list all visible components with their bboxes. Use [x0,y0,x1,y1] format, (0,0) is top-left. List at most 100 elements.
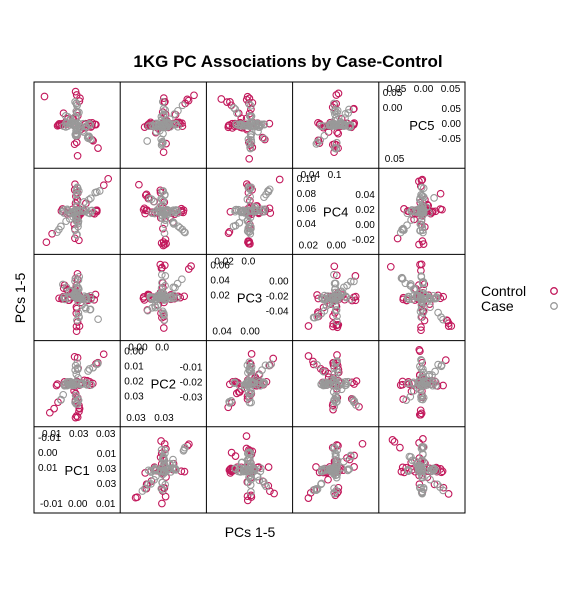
diagonal-label-pc5: PC5 [409,118,434,133]
control-point-pc1-pc2-20 [45,408,54,417]
case-point-pc5-pc3-81 [408,295,417,304]
control-point-pc3-pc2-32 [247,350,256,358]
tick-label-pc1-low-2: 0.01 [96,499,116,510]
case-point-pc5-pc2-80 [434,360,442,369]
control-point-pc5-pc2-29 [417,409,426,418]
control-point-pc1-pc5-6 [73,151,82,160]
case-point-pc4-pc1-69 [321,466,330,475]
control-point-pc2-pc5-16 [159,94,168,102]
case-point-pc4-pc2-90 [330,375,338,384]
control-point-pc4-pc5-37 [334,89,343,98]
case-point-pc4-pc2-89 [337,378,346,387]
case-point-pc4-pc3-62 [320,291,329,300]
case-point-pc1-pc2-88 [71,391,80,400]
tick-label-pc1-high-1: 0.03 [69,429,89,440]
tick-label-pc3-left-0: 0.06 [210,260,230,271]
case-point-pc5-pc3-91 [410,285,418,294]
control-point-pc4-pc3-18 [351,272,360,280]
case-point-pc1-pc3-65 [86,305,95,314]
case-point-pc3-pc2-63 [261,361,270,370]
tick-label-pc1-low-1: 0.00 [68,499,88,510]
case-point-pc3-pc4-85 [262,190,270,199]
case-point-pc2-pc4-84 [181,228,189,237]
control-point-pc1-pc2-37 [75,407,83,416]
case-point-pc4-pc1-82 [317,467,326,476]
control-point-pc1-pc4-0 [48,229,56,238]
control-point-pc2-pc3-34 [159,324,168,332]
case-point-pc2-pc1-61 [160,446,169,454]
control-point-pc3-pc4-1 [275,175,284,184]
case-point-pc4-pc2-92 [322,381,331,389]
control-point-pc4-pc3-36 [332,321,341,330]
case-point-pc5-pc3-79 [401,279,410,288]
control-point-pc5-pc4-17 [393,234,402,243]
case-point-pc1-pc4-55 [84,195,93,204]
control-point-pc3-pc2-36 [224,403,233,412]
control-point-pc2-pc5-29 [184,96,193,105]
case-point-pc2-pc5-93 [157,141,166,149]
control-point-pc2-pc4-29 [159,224,167,233]
case-point-pc2-pc4-90 [157,194,166,203]
case-point-pc1-pc5-93 [79,128,88,136]
tick-label-pc5-high-2: 0.05 [441,84,461,95]
control-point-pc1-pc3-30 [55,294,63,303]
case-point-pc1-pc3-82 [75,272,84,281]
control-point-pc1-pc2-24 [71,413,80,422]
tick-label-pc1-low-0: -0.01 [40,499,63,510]
case-point-pc5-pc1-92 [407,453,415,461]
case-point-pc1-pc3-66 [94,315,102,324]
case-point-pc4-pc5-77 [317,122,325,130]
tick-label-pc4-left-1: 0.08 [297,189,317,200]
case-point-pc2-pc4-68 [176,223,184,232]
case-point-pc3-pc4-59 [246,192,254,201]
case-point-pc1-pc2-87 [93,360,101,369]
tick-label-pc1-high-0: 0.01 [42,429,62,440]
x-axis-label: PCs 1-5 [225,524,276,540]
case-point-pc2-pc4-82 [161,216,170,224]
case-point-pc1-pc2-94 [78,380,87,388]
case-point-pc5-pc2-94 [415,379,423,387]
control-point-pc1-pc5-21 [40,92,49,101]
case-point-pc4-pc3-60 [333,317,341,326]
legend-marker-control [550,287,558,295]
case-point-pc3-pc1-93 [245,463,254,472]
control-point-pc5-pc4-1 [436,189,445,198]
tick-label-pc2-left-2: 0.02 [124,377,144,388]
case-point-pc4-pc1-87 [332,486,341,495]
control-point-pc1-pc2-8 [50,404,58,413]
case-point-pc4-pc3-59 [318,295,327,304]
case-point-pc5-pc4-88 [396,228,405,237]
case-point-pc3-pc5-93 [244,135,253,144]
case-point-pc4-pc3-77 [331,301,340,310]
case-point-pc4-pc2-94 [330,396,339,404]
case-point-pc2-pc3-50 [161,272,170,280]
case-point-pc5-pc2-93 [404,379,412,388]
case-point-pc5-pc2-60 [432,381,440,390]
case-point-pc5-pc3-78 [421,295,429,304]
case-point-pc5-pc1-93 [423,464,432,473]
case-point-pc3-pc2-53 [245,393,254,402]
control-point-pc5-pc4-31 [418,175,427,184]
case-point-pc3-pc1-87 [244,478,253,487]
control-point-pc5-pc2-39 [439,381,447,390]
tick-label-pc5-right-2: -0.05 [438,134,461,145]
case-point-pc3-pc4-82 [257,205,266,214]
tick-label-pc4-high-0: 0.04 [301,170,321,181]
case-point-pc2-pc3-82 [160,311,168,319]
case-point-pc4-pc1-62 [312,485,320,494]
control-point-pc2-pc3-15 [156,260,165,269]
matrix-frame [33,81,466,514]
case-point-pc5-pc4-79 [417,183,426,192]
control-point-pc4-pc1-25 [304,494,313,502]
control-point-pc5-pc1-4 [390,437,399,446]
case-point-pc3-pc1-76 [255,476,264,485]
control-point-pc2-pc3-14 [187,262,195,270]
case-point-pc3-pc1-53 [262,482,270,491]
case-point-pc2-pc1-88 [158,478,166,487]
case-point-pc2-pc4-83 [145,194,154,203]
case-point-pc5-pc3-68 [410,284,419,293]
case-point-pc3-pc1-82 [260,480,269,489]
tick-label-pc2-left-0: 0.00 [124,347,144,358]
y-axis-label: PCs 1-5 [12,273,28,324]
case-point-pc4-pc3-78 [346,295,354,304]
